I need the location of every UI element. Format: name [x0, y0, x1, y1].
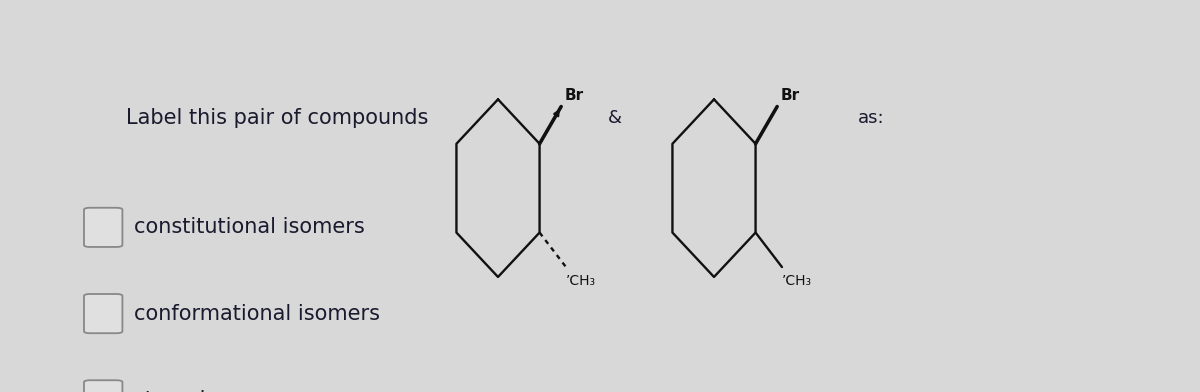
FancyBboxPatch shape	[84, 380, 122, 392]
Text: ’CH₃: ’CH₃	[782, 274, 812, 288]
Text: stereoisomers: stereoisomers	[134, 390, 282, 392]
FancyBboxPatch shape	[84, 208, 122, 247]
Text: Label this pair of compounds: Label this pair of compounds	[126, 107, 428, 128]
Text: ’CH₃: ’CH₃	[566, 274, 596, 288]
Text: as:: as:	[858, 109, 884, 127]
Text: Br: Br	[781, 88, 800, 103]
Text: constitutional isomers: constitutional isomers	[134, 217, 365, 238]
FancyBboxPatch shape	[84, 294, 122, 333]
Text: Br: Br	[565, 88, 584, 103]
Text: &: &	[607, 109, 622, 127]
Text: conformational isomers: conformational isomers	[134, 303, 380, 324]
